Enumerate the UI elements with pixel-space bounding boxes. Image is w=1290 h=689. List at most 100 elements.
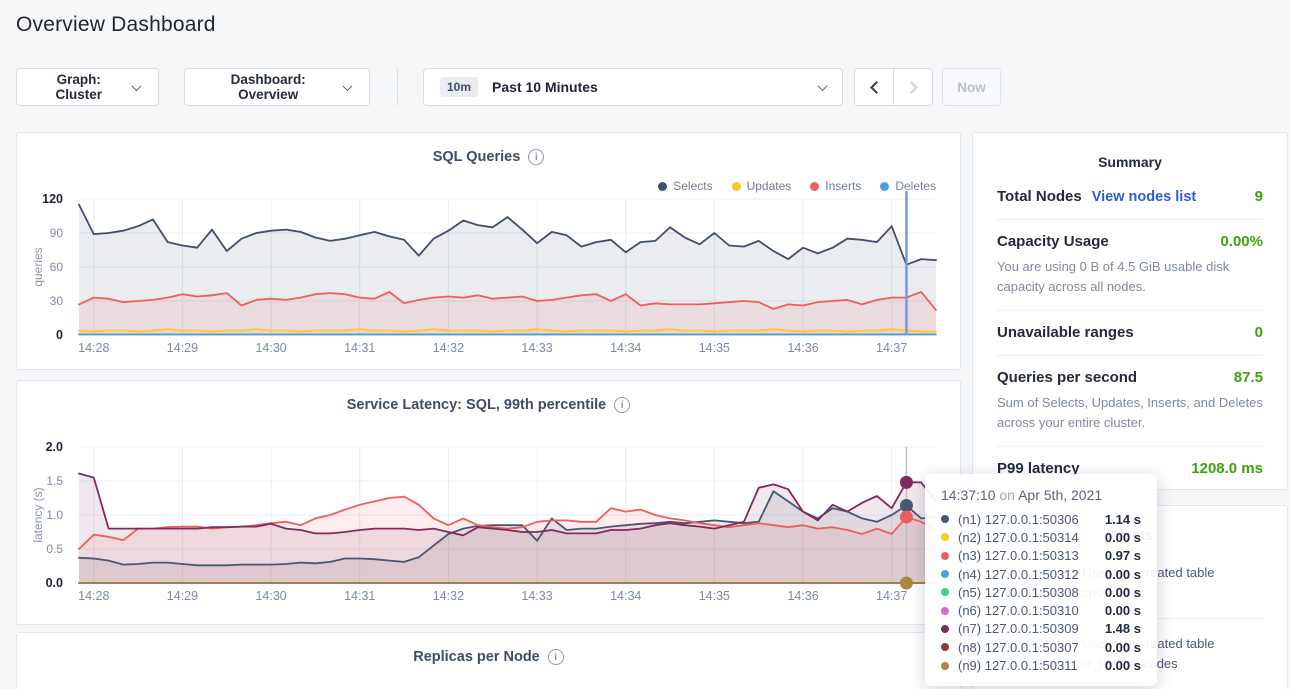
legend-label: Selects	[673, 179, 713, 193]
tooltip-row: (n3) 127.0.0.1:50313 0.97 s	[941, 547, 1141, 565]
series-line-n7-127-0-0-1-50309	[78, 472, 937, 537]
node-latency-value: 0.97 s	[1104, 548, 1141, 564]
summary-label: Total Nodes	[997, 188, 1082, 205]
graph-dropdown[interactable]: Graph: Cluster	[16, 68, 159, 106]
node-color-dot	[941, 570, 949, 579]
tooltip-time: 14:37:10	[941, 487, 996, 503]
time-pager	[854, 68, 933, 106]
summary-value: 9	[1254, 188, 1263, 205]
y-tick-label: 30	[49, 294, 63, 308]
summary-description: Sum of Selects, Updates, Inserts, and De…	[997, 395, 1263, 430]
tooltip-rows: (n1) 127.0.0.1:50306 1.14 s (n2) 127.0.0.1…	[941, 510, 1141, 675]
info-icon[interactable]	[528, 149, 545, 165]
legend-item-updates[interactable]: Updates	[731, 179, 792, 193]
node-color-dot	[941, 624, 949, 633]
summary-row-head: Unavailable ranges 0	[997, 324, 1263, 341]
node-address: (n6) 127.0.0.1:50310	[958, 603, 1079, 619]
legend-dot	[880, 181, 890, 191]
chart-hover-tooltip: 14:37:10 on Apr 5th, 2021 (n1) 127.0.0.1…	[925, 474, 1157, 686]
tooltip-timestamp: 14:37:10 on Apr 5th, 2021	[941, 487, 1141, 503]
controls-divider	[397, 68, 398, 106]
chart-legend: Selects Updates Inserts Deletes	[658, 179, 936, 193]
chevron-down-icon	[131, 80, 142, 91]
summary-row-unavailable-ranges: Unavailable ranges 0	[997, 310, 1263, 355]
node-latency-value: 1.48 s	[1104, 621, 1141, 637]
summary-row-capacity-usage: Capacity Usage 0.00% You are using 0 B of …	[997, 219, 1263, 310]
y-tick-label: 0.0	[45, 576, 63, 590]
node-color-dot	[941, 515, 949, 524]
y-axis: 0.0 0.5 1.0 1.5 2.0	[17, 440, 71, 590]
node-latency-value: 0.00 s	[1104, 584, 1141, 600]
legend-label: Updates	[746, 179, 792, 193]
sql-queries-plot[interactable]	[78, 191, 937, 336]
service-latency-plot[interactable]	[78, 446, 937, 590]
summary-value: 87.5	[1233, 369, 1263, 386]
chevron-left-icon	[869, 80, 883, 94]
node-address: (n4) 127.0.0.1:50312	[958, 566, 1079, 582]
next-range-button[interactable]	[893, 68, 933, 106]
chart-title: SQL Queries	[432, 149, 521, 165]
tooltip-row: (n2) 127.0.0.1:50314 0.00 s	[941, 528, 1141, 546]
x-tick-label: 14:34	[610, 589, 642, 603]
node-color-dot	[941, 533, 949, 542]
legend-item-inserts[interactable]: Inserts	[810, 179, 861, 193]
x-tick-label: 14:36	[787, 341, 819, 355]
x-tick-label: 14:36	[787, 589, 819, 603]
x-tick-label: 14:32	[432, 341, 465, 355]
now-button[interactable]: Now	[942, 68, 1001, 106]
chevron-right-icon	[904, 80, 918, 94]
y-tick-label: 60	[49, 260, 63, 274]
time-range-dropdown[interactable]: 10m Past 10 Minutes	[423, 68, 843, 106]
y-tick-label: 1.5	[46, 474, 63, 488]
chart-title: Replicas per Node	[413, 649, 540, 665]
node-latency-value: 1.14 s	[1104, 511, 1141, 527]
series-area-inserts	[79, 291, 936, 335]
prev-range-button[interactable]	[854, 68, 894, 106]
summary-rows: Total Nodes View nodes list 9 Capacity Usag…	[973, 175, 1287, 491]
node-color-dot	[941, 606, 949, 615]
x-tick-label: 14:29	[166, 341, 199, 355]
sql-queries-panel: SQL Queries Selects Updates Inserts Deletes…	[16, 132, 961, 370]
summary-title: Summary	[1098, 154, 1162, 170]
node-latency-value: 0.00 s	[1104, 529, 1141, 545]
sql-queries-svg	[78, 191, 937, 336]
summary-value: 1208.0 ms	[1191, 460, 1263, 477]
summary-panel: Summary Total Nodes View nodes list 9 Capac…	[972, 132, 1288, 490]
x-tick-label: 14:33	[521, 589, 553, 603]
summary-row-head: Queries per second 87.5	[997, 369, 1263, 386]
node-address: (n9) 127.0.0.1:50311	[958, 658, 1078, 674]
legend-item-selects[interactable]: Selects	[658, 179, 713, 193]
node-color-dot	[941, 551, 949, 560]
legend-label: Deletes	[895, 179, 936, 193]
dashboard-dropdown-label: Dashboard: Overview	[230, 72, 306, 102]
series-line-updates	[78, 328, 937, 333]
legend-item-deletes[interactable]: Deletes	[880, 179, 936, 193]
tooltip-row: (n8) 127.0.0.1:50307 0.00 s	[941, 638, 1141, 656]
node-address: (n5) 127.0.0.1:50308	[958, 584, 1079, 600]
node-latency-value: 0.00 s	[1104, 566, 1141, 582]
legend-dot	[810, 181, 820, 191]
tooltip-row: (n7) 127.0.0.1:50309 1.48 s	[941, 620, 1141, 638]
x-tick-label: 14:30	[255, 589, 287, 603]
info-icon[interactable]	[547, 649, 564, 665]
dashboard-dropdown[interactable]: Dashboard: Overview	[184, 68, 370, 106]
tooltip-row: (n5) 127.0.0.1:50308 0.00 s	[941, 583, 1141, 601]
tooltip-row: (n4) 127.0.0.1:50312 0.00 s	[941, 565, 1141, 583]
x-axis: 14:28 14:29 14:30 14:31 14:32 14:33 14:34 14:35…	[78, 589, 936, 605]
service-latency-sql-99th-percentile-svg	[78, 446, 937, 590]
legend-dot	[658, 181, 668, 191]
node-address: (n2) 127.0.0.1:50314	[958, 529, 1079, 545]
node-latency-value: 0.00 s	[1104, 603, 1141, 619]
x-tick-label: 14:31	[344, 341, 376, 355]
time-range-badge: 10m	[440, 77, 479, 97]
node-color-dot	[941, 588, 949, 597]
tooltip-row: (n9) 127.0.0.1:50311 0.00 s	[941, 656, 1141, 674]
page-title: Overview Dashboard	[16, 13, 216, 36]
chart-title-row: Replicas per Node	[17, 649, 960, 665]
view-nodes-link[interactable]: View nodes list	[1091, 189, 1197, 205]
x-tick-label: 14:31	[344, 589, 376, 603]
summary-row-total-nodes: Total Nodes View nodes list 9	[997, 175, 1263, 219]
node-address: (n1) 127.0.0.1:50306	[958, 511, 1079, 527]
info-icon[interactable]	[614, 397, 631, 413]
x-tick-label: 14:37	[876, 589, 908, 603]
